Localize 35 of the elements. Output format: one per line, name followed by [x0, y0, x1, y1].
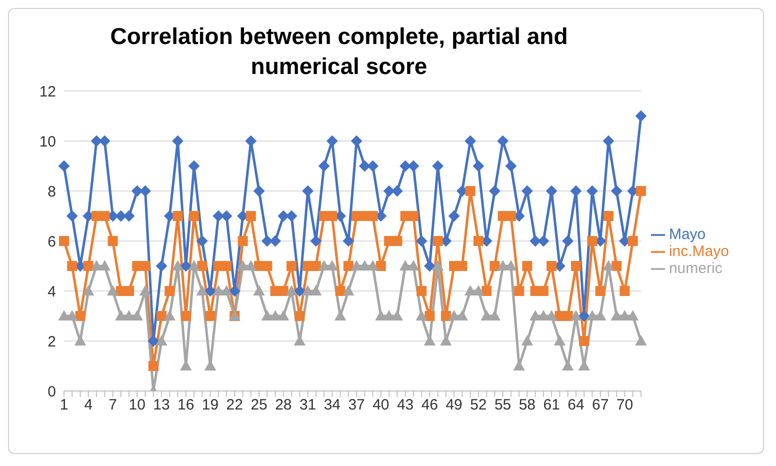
x-tick-label: 31 — [299, 396, 316, 414]
x-tick-label: 7 — [108, 396, 117, 414]
y-tick-label: 0 — [48, 383, 56, 400]
x-tick-label: 67 — [592, 396, 609, 414]
chart-title: Correlation between complete, partial and numerical score — [109, 22, 569, 81]
x-tick-label: 58 — [518, 396, 536, 414]
x-tick-label: 43 — [396, 396, 414, 414]
y-tick-label: 2 — [48, 333, 56, 350]
x-tick-label: 61 — [543, 396, 560, 414]
x-tick-label: 19 — [202, 396, 219, 414]
x-tick-label: 49 — [446, 396, 462, 414]
legend-label: inc.Mayo — [668, 242, 729, 260]
x-tick-label: 4 — [84, 396, 93, 414]
x-tick-label: 28 — [275, 396, 292, 414]
x-tick-label: 13 — [153, 396, 170, 414]
x-tick-label: 70 — [616, 396, 634, 414]
legend-label: numeric — [668, 260, 722, 276]
x-tick-label: 1 — [60, 396, 68, 414]
y-tick-label: 4 — [48, 283, 56, 300]
x-tick-label: 22 — [226, 396, 243, 414]
y-tick-label: 12 — [39, 83, 56, 100]
legend-label: Mayo — [668, 226, 706, 242]
x-tick-label: 37 — [348, 396, 365, 414]
x-tick-label: 10 — [128, 396, 146, 414]
x-tick-label: 40 — [372, 396, 390, 414]
y-tick-label: 10 — [39, 133, 56, 150]
x-tick-label: 25 — [250, 396, 268, 414]
x-tick-label: 64 — [568, 396, 584, 414]
y-tick-label: 6 — [48, 233, 56, 250]
y-tick-label: 8 — [48, 183, 56, 200]
x-tick-label: 16 — [178, 396, 194, 414]
x-tick-label: 52 — [470, 396, 487, 414]
x-tick-label: 55 — [494, 396, 512, 414]
x-tick-label: 46 — [421, 396, 438, 414]
x-tick-label: 34 — [324, 396, 341, 414]
